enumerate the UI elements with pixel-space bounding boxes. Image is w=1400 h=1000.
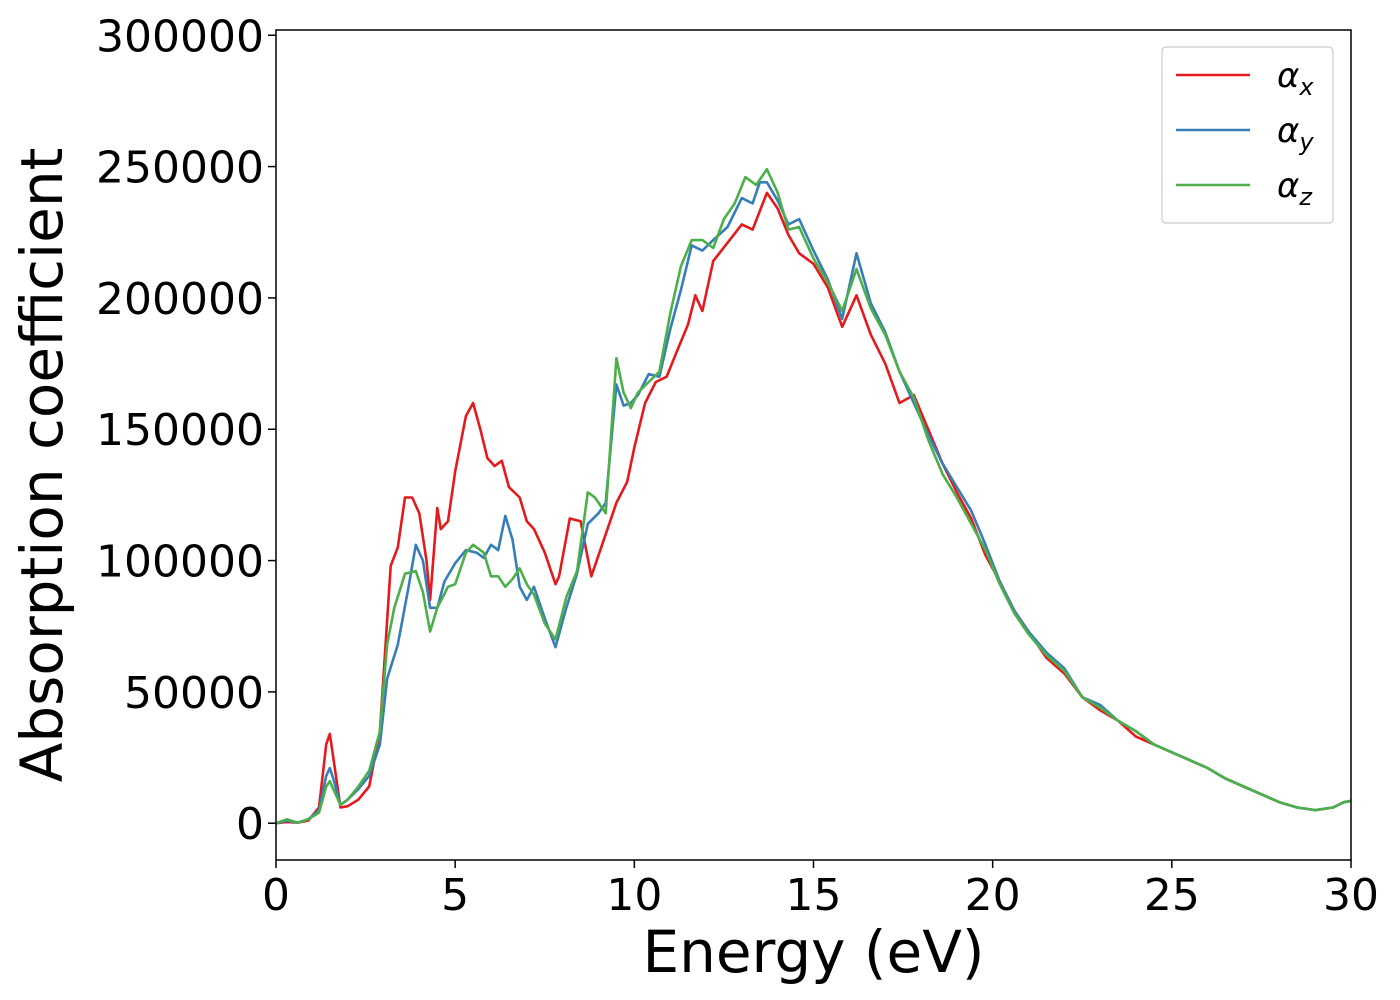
legend-label-x: αx (1277, 56, 1314, 101)
x-tick-label: 25 (1144, 870, 1200, 921)
x-tick-label: 5 (441, 870, 469, 921)
series-line-x (276, 191, 1351, 825)
series-line-y (276, 181, 1351, 825)
x-axis: 0 5 10 15 20 25 30 (262, 860, 1379, 921)
y-axis: 0 50000 100000 150000 200000 250000 300000 (96, 11, 276, 850)
x-tick-label: 20 (965, 870, 1021, 921)
x-tick-label: 15 (786, 870, 842, 921)
y-tick-label: 250000 (96, 143, 264, 194)
x-tick-label: 10 (606, 870, 662, 921)
series-line-z (276, 167, 1351, 825)
legend-box (1161, 46, 1334, 224)
x-axis-title: Energy (eV) (642, 918, 984, 986)
y-tick-label: 0 (236, 799, 264, 850)
y-axis-title: Absorption coefficient (8, 148, 76, 783)
y-tick-label: 50000 (124, 668, 264, 719)
x-tick-label: 0 (262, 870, 290, 921)
legend-label-z: αz (1277, 166, 1313, 211)
x-tick-label: 30 (1323, 870, 1379, 921)
y-tick-label: 200000 (96, 274, 264, 325)
y-tick-label: 300000 (96, 11, 264, 62)
series-layer (276, 167, 1351, 825)
legend: αx αy αz (1161, 46, 1334, 224)
y-tick-label: 150000 (96, 405, 264, 456)
y-tick-label: 100000 (96, 537, 264, 588)
legend-label-y: αy (1277, 111, 1314, 156)
